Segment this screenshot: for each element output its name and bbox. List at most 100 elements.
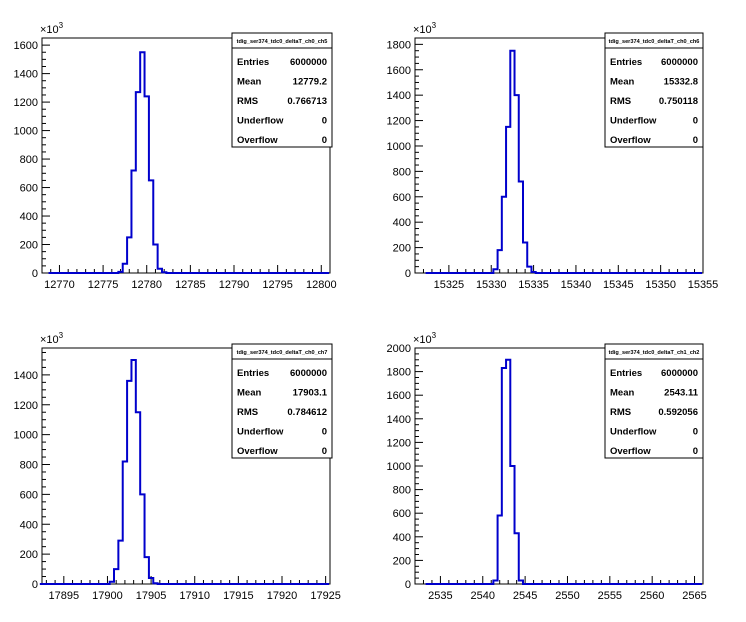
x-tick-label: 15345 <box>603 279 634 291</box>
stats-value: 0 <box>322 446 327 457</box>
y-exponent-label: ×103 <box>413 21 437 36</box>
x-tick-label: 17915 <box>223 590 254 602</box>
histogram-panel-2: 0 200 400 600 800 1000 1200 1400 1600 1800 15325 15… <box>387 21 719 291</box>
stats-value: 2543.11 <box>664 388 699 399</box>
y-tick-label: 800 <box>393 166 411 178</box>
stats-label: Underflow <box>610 116 657 127</box>
stats-title: tdig_ser374_tdc0_deltaT_ch0_ch5 <box>237 39 328 45</box>
stats-label: Overflow <box>237 446 278 457</box>
x-tick-label: 2555 <box>598 590 622 602</box>
y-tick-label: 600 <box>20 183 38 195</box>
y-tick-label: 0 <box>32 579 38 591</box>
y-tick-label: 1600 <box>14 40 38 52</box>
stats-value: 6000000 <box>290 368 327 379</box>
y-tick-label: 1400 <box>14 370 38 382</box>
stats-value: 0.592056 <box>658 407 698 418</box>
y-tick-label: 400 <box>393 217 411 229</box>
y-tick-label: 800 <box>393 485 411 497</box>
y-tick-label: 600 <box>20 489 38 501</box>
x-tick-label: 2540 <box>471 590 495 602</box>
x-tick-label: 2545 <box>513 590 537 602</box>
y-tick-label: 600 <box>393 192 411 204</box>
histogram-panel-3: 0 200 400 600 800 1000 1200 1400 17895 17900 17905… <box>14 331 341 602</box>
y-tick-label: 400 <box>20 211 38 223</box>
y-tick-label: 1400 <box>387 414 411 426</box>
stats-label: Mean <box>610 77 634 88</box>
histogram-outline <box>48 51 329 274</box>
y-tick-label: 600 <box>393 508 411 520</box>
x-tick-label: 12800 <box>306 279 337 291</box>
stats-label: Underflow <box>610 427 657 438</box>
stats-label: RMS <box>610 96 631 107</box>
y-tick-label: 1200 <box>14 97 38 109</box>
y-tick-label: 400 <box>393 532 411 544</box>
stats-value: 0 <box>322 116 327 127</box>
stats-value: 0.766713 <box>287 96 327 107</box>
x-tick-label: 2535 <box>428 590 452 602</box>
y-tick-label: 2000 <box>387 343 411 355</box>
y-tick-label: 0 <box>32 268 38 280</box>
stats-title: tdig_ser374_tdc0_deltaT_ch0_ch6 <box>609 39 700 45</box>
y-tick-label: 200 <box>20 549 38 561</box>
y-tick-label: 1600 <box>387 390 411 402</box>
stats-label: RMS <box>237 96 258 107</box>
x-tick-label: 12780 <box>131 279 162 291</box>
stats-label: Underflow <box>237 116 284 127</box>
stats-label: Mean <box>610 388 634 399</box>
x-tick-label: 17900 <box>92 590 123 602</box>
y-tick-label: 400 <box>20 519 38 531</box>
stats-box-frame <box>604 343 704 459</box>
stats-label: Entries <box>610 368 642 379</box>
stats-value: 0.784612 <box>287 407 327 418</box>
x-tick-label: 17925 <box>310 590 341 602</box>
stats-label: RMS <box>610 407 631 418</box>
y-tick-label: 1000 <box>14 126 38 138</box>
stats-value: 0.750118 <box>659 96 698 107</box>
x-tick-label: 17910 <box>179 590 210 602</box>
x-tick-label: 12770 <box>44 279 75 291</box>
y-tick-label: 1000 <box>387 141 411 153</box>
stats-box-frame <box>231 343 333 459</box>
y-tick-label: 200 <box>393 243 411 255</box>
stats-value: 6000000 <box>661 57 698 68</box>
stats-title: tdig_ser374_tdc0_deltaT_ch0_ch7 <box>237 350 328 356</box>
stats-box: tdig_ser374_tdc0_deltaT_ch0_ch6 Entries 60… <box>604 32 704 148</box>
x-tick-label: 15350 <box>645 279 676 291</box>
y-tick-label: 1200 <box>387 437 411 449</box>
x-tick-label: 17905 <box>136 590 167 602</box>
y-tick-label: 1200 <box>14 400 38 412</box>
x-tick-label: 12775 <box>88 279 119 291</box>
histogram-panel-1: 0 200 400 600 800 1000 1200 1400 1600 12770 12775 1… <box>14 21 337 291</box>
stats-value: 0 <box>693 116 698 127</box>
x-tick-label: 2565 <box>682 590 706 602</box>
stats-value: 0 <box>322 135 327 146</box>
stats-label: Overflow <box>610 446 651 457</box>
stats-value: 6000000 <box>290 57 327 68</box>
stats-value: 17903.1 <box>293 388 328 399</box>
stats-value: 15332.8 <box>664 77 698 88</box>
stats-box-frame <box>604 32 704 148</box>
stats-value: 0 <box>693 135 698 146</box>
y-tick-label: 200 <box>20 240 38 252</box>
y-tick-label: 0 <box>405 579 411 591</box>
stats-box: tdig_ser374_tdc0_deltaT_ch1_ch2 Entries 60… <box>604 343 704 459</box>
y-tick-label: 1400 <box>14 69 38 81</box>
stats-label: Overflow <box>237 135 278 146</box>
stats-value: 0 <box>693 427 698 438</box>
stats-value: 12779.2 <box>293 77 327 88</box>
y-tick-label: 1600 <box>387 65 411 77</box>
x-tick-label: 15340 <box>561 279 592 291</box>
stats-value: 0 <box>693 446 698 457</box>
x-tick-label: 15355 <box>688 279 719 291</box>
x-tick-label: 15330 <box>476 279 507 291</box>
y-tick-label: 1800 <box>387 367 411 379</box>
x-tick-label: 12795 <box>262 279 293 291</box>
y-tick-label: 1000 <box>387 461 411 473</box>
stats-box-frame <box>231 32 333 148</box>
y-exponent-label: ×103 <box>413 331 437 346</box>
y-tick-label: 800 <box>20 154 38 166</box>
stats-label: Mean <box>237 388 261 399</box>
x-tick-label: 12790 <box>219 279 250 291</box>
histogram-outline <box>425 49 702 274</box>
